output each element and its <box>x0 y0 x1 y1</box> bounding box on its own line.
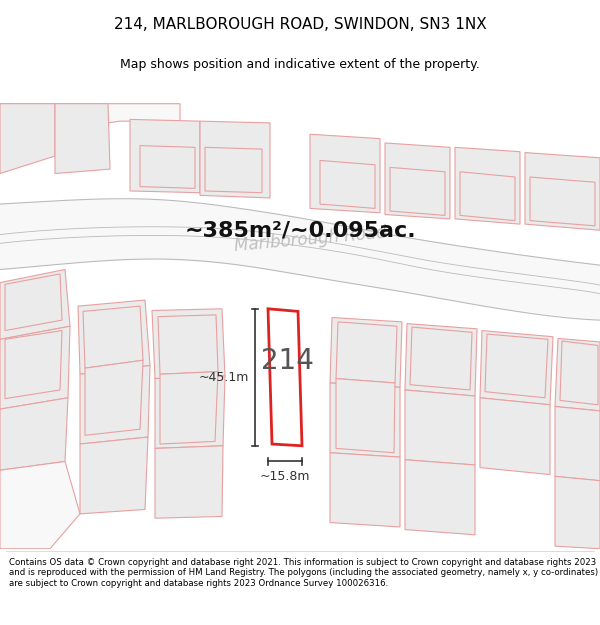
Polygon shape <box>485 334 548 398</box>
Polygon shape <box>155 376 225 448</box>
Polygon shape <box>0 461 80 549</box>
Polygon shape <box>0 269 70 339</box>
Polygon shape <box>460 172 515 221</box>
Text: ~385m²/~0.095ac.: ~385m²/~0.095ac. <box>184 220 416 240</box>
Polygon shape <box>5 331 62 399</box>
Polygon shape <box>555 406 600 481</box>
Polygon shape <box>152 309 225 379</box>
Polygon shape <box>0 104 55 174</box>
Polygon shape <box>530 177 595 226</box>
Polygon shape <box>310 134 380 212</box>
Polygon shape <box>336 379 395 452</box>
Polygon shape <box>200 121 270 198</box>
Polygon shape <box>0 398 68 470</box>
Polygon shape <box>405 390 475 465</box>
Polygon shape <box>330 383 400 457</box>
Polygon shape <box>160 372 218 444</box>
Polygon shape <box>390 168 445 216</box>
Polygon shape <box>560 341 598 405</box>
Text: Contains OS data © Crown copyright and database right 2021. This information is : Contains OS data © Crown copyright and d… <box>9 558 598 588</box>
Polygon shape <box>83 306 143 368</box>
Polygon shape <box>330 452 400 527</box>
Text: Map shows position and indicative extent of the property.: Map shows position and indicative extent… <box>120 58 480 71</box>
Polygon shape <box>555 476 600 549</box>
Polygon shape <box>385 143 450 219</box>
Polygon shape <box>130 119 200 192</box>
Polygon shape <box>158 315 218 374</box>
Polygon shape <box>268 309 302 446</box>
Polygon shape <box>480 331 553 405</box>
Text: 214: 214 <box>260 347 313 375</box>
Text: ~45.1m: ~45.1m <box>199 371 249 384</box>
Polygon shape <box>78 300 150 374</box>
Polygon shape <box>480 398 550 474</box>
Text: 214, MARLBOROUGH ROAD, SWINDON, SN3 1NX: 214, MARLBOROUGH ROAD, SWINDON, SN3 1NX <box>113 17 487 32</box>
Polygon shape <box>320 161 375 208</box>
Polygon shape <box>55 104 110 174</box>
Polygon shape <box>525 152 600 230</box>
Polygon shape <box>0 200 600 320</box>
Polygon shape <box>140 146 195 188</box>
Polygon shape <box>0 326 70 409</box>
Polygon shape <box>336 322 397 383</box>
Polygon shape <box>410 327 472 390</box>
Polygon shape <box>405 460 475 535</box>
Polygon shape <box>5 274 62 331</box>
Polygon shape <box>455 148 520 224</box>
Text: ~15.8m: ~15.8m <box>260 470 310 483</box>
Polygon shape <box>405 324 477 396</box>
Polygon shape <box>555 339 600 411</box>
Polygon shape <box>80 437 148 514</box>
Polygon shape <box>205 148 262 192</box>
Polygon shape <box>0 104 180 148</box>
Text: Marlborough Road: Marlborough Road <box>233 223 387 254</box>
Polygon shape <box>330 318 402 388</box>
Polygon shape <box>155 446 223 518</box>
Polygon shape <box>85 360 143 435</box>
Polygon shape <box>80 366 150 444</box>
